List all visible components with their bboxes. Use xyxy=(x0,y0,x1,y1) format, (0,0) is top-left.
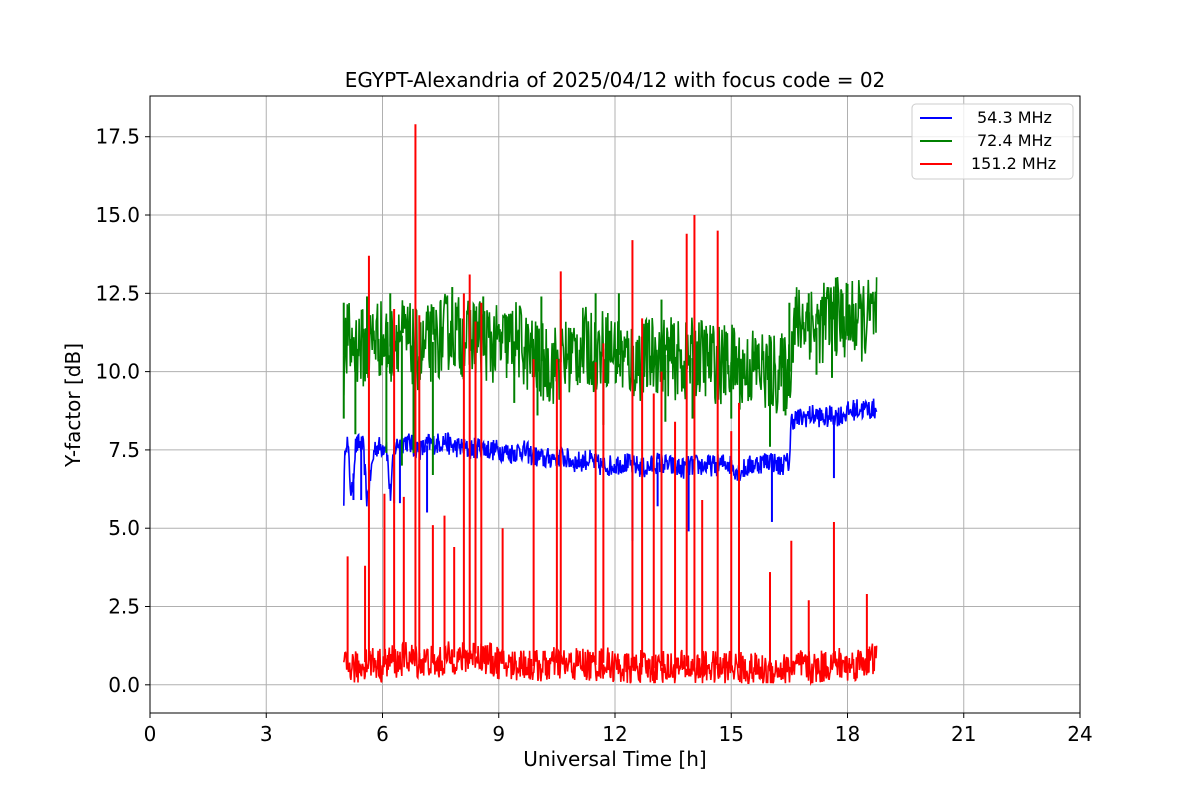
y-tick-label: 0.0 xyxy=(108,673,140,697)
x-tick-label: 9 xyxy=(492,722,505,746)
x-tick-label: 21 xyxy=(951,722,976,746)
x-tick-label: 3 xyxy=(260,722,273,746)
legend-label-72mhz: 72.4 MHz xyxy=(977,131,1052,150)
x-tick-label: 24 xyxy=(1067,722,1092,746)
y-tick-label: 7.5 xyxy=(108,438,140,462)
x-axis-label: Universal Time [h] xyxy=(523,747,706,771)
x-axis-ticks: 0 3 6 9 12 15 18 21 24 xyxy=(144,713,1093,746)
legend-box xyxy=(911,103,1074,180)
x-tick-label: 15 xyxy=(719,722,744,746)
legend-label-54mhz: 54.3 MHz xyxy=(977,108,1052,127)
y-tick-label: 12.5 xyxy=(95,281,140,305)
y-tick-label: 15.0 xyxy=(95,203,140,227)
y-axis-label: Y-factor [dB] xyxy=(61,343,85,468)
series-2 xyxy=(343,124,878,687)
y-tick-label: 10.0 xyxy=(95,360,140,384)
legend: 54.3 MHz 72.4 MHz 151.2 MHz xyxy=(911,103,1074,180)
x-tick-label: 0 xyxy=(144,722,157,746)
y-tick-label: 17.5 xyxy=(95,125,140,149)
y-tick-label: 5.0 xyxy=(108,516,140,540)
y-axis-ticks: 0.0 2.5 5.0 7.5 10.0 12.5 15.0 17.5 xyxy=(95,125,150,697)
legend-label-151mhz: 151.2 MHz xyxy=(971,154,1056,173)
x-tick-label: 6 xyxy=(376,722,389,746)
x-tick-label: 12 xyxy=(602,722,627,746)
chart-title: EGYPT-Alexandria of 2025/04/12 with focu… xyxy=(345,68,886,92)
x-tick-label: 18 xyxy=(835,722,860,746)
series-line-72-4-mhz xyxy=(343,276,878,414)
series-layer xyxy=(342,124,878,687)
y-tick-label: 2.5 xyxy=(108,595,140,619)
